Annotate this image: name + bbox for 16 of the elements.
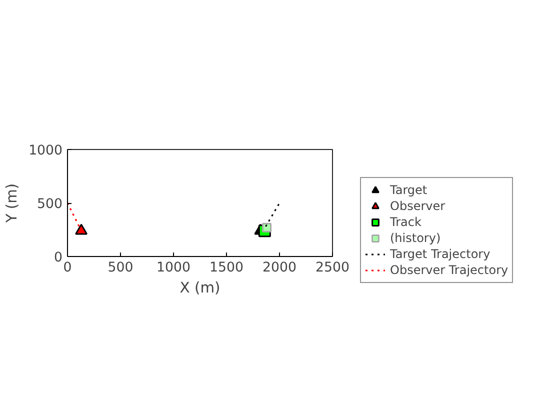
x-tick-label: 1500 <box>210 260 244 276</box>
x-tick-label: 1000 <box>156 260 190 276</box>
y-tick-label: 1000 <box>28 144 63 158</box>
y-axis-title: Y (m) <box>4 183 21 224</box>
x-axis-title: X (m) <box>180 280 220 296</box>
x-tick-label: 2000 <box>262 260 296 276</box>
legend-label: Observer <box>390 199 446 213</box>
legend-label: (history) <box>390 231 441 245</box>
legend-label: Track <box>390 215 422 229</box>
legend-label: Observer Trajectory <box>390 263 508 277</box>
y-tick-label: 0 <box>54 250 63 266</box>
legend-label: Target <box>390 183 428 197</box>
x-tick-label: 2500 <box>316 260 350 276</box>
legend-label: Target Trajectory <box>390 247 490 261</box>
x-tick-label: 500 <box>108 260 134 276</box>
y-tick-label: 500 <box>37 197 63 212</box>
